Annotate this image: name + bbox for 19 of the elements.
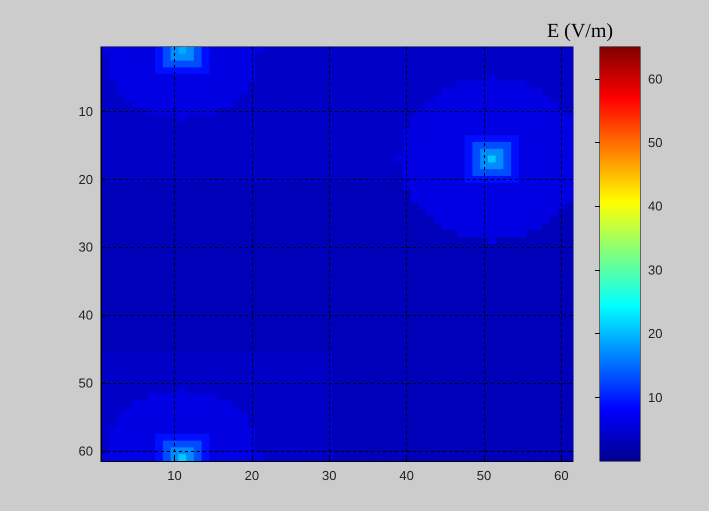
x-tick-label: 60 (554, 468, 569, 483)
y-tick-label: 20 (78, 172, 93, 187)
y-tick-label: 10 (78, 104, 93, 119)
x-tick-label: 50 (476, 468, 492, 483)
y-tick-label: 30 (78, 240, 93, 255)
color-bar-label: 20 (648, 326, 662, 342)
y-tick-label: 40 (78, 308, 93, 323)
x-tick-label: 30 (322, 468, 336, 483)
x-tick-label: 20 (244, 468, 260, 483)
color-bar-label: 60 (648, 71, 662, 86)
color-bar-label: 10 (648, 390, 662, 405)
y-tick-label: 50 (78, 375, 93, 390)
color-bar-title: E (V/m) (546, 20, 614, 42)
color-bar-label: 30 (648, 262, 662, 278)
x-tick-label: 40 (399, 468, 414, 483)
x-tick-label: 10 (167, 468, 182, 483)
color-bar-label: 50 (648, 135, 662, 150)
y-tick-label: 60 (78, 443, 93, 458)
color-bar-label: 40 (648, 198, 662, 214)
